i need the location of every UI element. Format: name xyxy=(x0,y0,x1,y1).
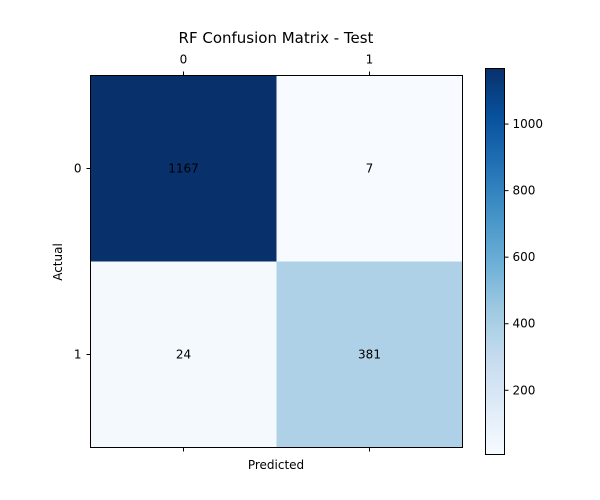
y-tick-label: 1 xyxy=(74,348,82,362)
heatmap-cell xyxy=(90,261,277,448)
colorbar-tick-label: 800 xyxy=(513,184,536,198)
cell-value-label: 381 xyxy=(358,348,381,362)
heatmap-cell xyxy=(90,75,277,262)
cell-value-label: 7 xyxy=(366,162,374,176)
colorbar-gradient xyxy=(485,68,505,455)
x-tick-label: 0 xyxy=(180,53,188,67)
y-axis-label: Actual xyxy=(51,243,65,281)
heatmap-cell-labels: 1167 7 24 381 xyxy=(168,162,381,362)
y-tick-labels: 01 xyxy=(74,162,91,362)
x-axis-label: Predicted xyxy=(248,458,304,472)
heatmap-cells xyxy=(90,75,463,448)
plot-frame xyxy=(90,75,463,448)
colorbar: 200 400 600 800 1000 xyxy=(485,68,544,455)
heatmap-cell xyxy=(276,75,463,262)
colorbar-tick-label: 200 xyxy=(513,383,536,397)
heatmap-cell xyxy=(276,261,463,448)
colorbar-tick-label: 400 xyxy=(513,317,536,331)
cell-value-label: 1167 xyxy=(168,162,199,176)
colorbar-tick-label: 1000 xyxy=(513,117,544,131)
x-tick-label: 1 xyxy=(366,53,374,67)
cell-value-label: 24 xyxy=(176,348,191,362)
colorbar-tick-label: 600 xyxy=(513,250,536,264)
chart-title: RF Confusion Matrix - Test xyxy=(179,29,374,47)
y-tick-label: 0 xyxy=(74,162,82,176)
